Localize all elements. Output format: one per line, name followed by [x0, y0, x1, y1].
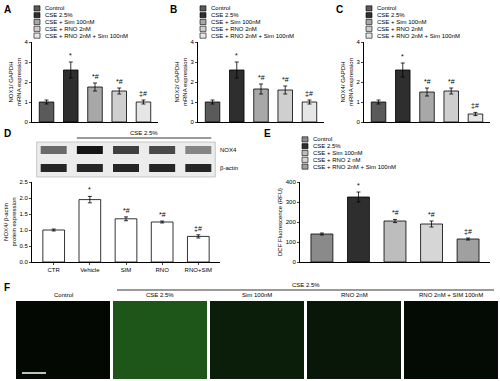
svg-text:3: 3	[356, 59, 360, 65]
svg-text:1: 1	[356, 99, 360, 105]
svg-text:C: C	[336, 4, 343, 15]
svg-text:RNO 2nM + SIM 100nM: RNO 2nM + SIM 100nM	[419, 292, 483, 298]
svg-text:2: 2	[356, 79, 360, 85]
svg-text:NOX4/ GAPDHmRNA expression: NOX4/ GAPDHmRNA expression	[340, 58, 354, 106]
svg-text:Sim 100nM: Sim 100nM	[242, 292, 272, 298]
svg-text:A: A	[4, 4, 11, 15]
svg-text:NOX2/ GAPDHmRNA expression: NOX2/ GAPDHmRNA expression	[174, 58, 188, 106]
svg-text:Control: Control	[377, 5, 396, 11]
svg-text:CSE + RNO 2nM: CSE + RNO 2nM	[45, 26, 91, 32]
svg-text:DCF Fluorescence (RFU): DCF Fluorescence (RFU)	[277, 188, 283, 256]
svg-text:CSE 2.5%: CSE 2.5%	[377, 12, 405, 18]
svg-text:‡#: ‡#	[471, 102, 479, 109]
svg-text:*: *	[235, 52, 238, 59]
svg-text:2.5: 2.5	[19, 179, 28, 185]
svg-text:0: 0	[292, 259, 296, 265]
svg-text:CSE + Sim 100nM: CSE + Sim 100nM	[313, 150, 363, 156]
svg-text:CSE + RNO 2 nM: CSE + RNO 2 nM	[313, 157, 361, 163]
svg-text:300: 300	[286, 199, 297, 205]
svg-text:CSE + RNO 2nM + Sim 100nM: CSE + RNO 2nM + Sim 100nM	[211, 33, 294, 39]
svg-text:1: 1	[190, 99, 194, 105]
svg-text:2.0: 2.0	[19, 195, 28, 201]
svg-text:SIM: SIM	[121, 267, 132, 273]
svg-text:NOX4: NOX4	[220, 147, 237, 153]
svg-text:RNO+SIM: RNO+SIM	[185, 267, 213, 273]
svg-text:Vehicle: Vehicle	[80, 267, 100, 273]
svg-text:*#: *#	[123, 207, 130, 214]
svg-text:‡#: ‡#	[464, 228, 472, 235]
svg-text:4: 4	[356, 39, 360, 45]
svg-text:CSE + Sim 100nM: CSE + Sim 100nM	[377, 19, 427, 25]
svg-text:*#: *#	[116, 78, 123, 85]
svg-text:CTR: CTR	[48, 267, 61, 273]
svg-text:0.0: 0.0	[19, 259, 28, 265]
svg-text:E: E	[264, 128, 271, 139]
svg-text:F: F	[4, 282, 10, 293]
svg-text:0.5: 0.5	[19, 243, 28, 249]
svg-text:CSE 2.5%: CSE 2.5%	[211, 12, 239, 18]
svg-text:CSE 2.5%: CSE 2.5%	[146, 292, 174, 298]
svg-text:*#: *#	[428, 211, 435, 218]
svg-text:CSE 2.5%: CSE 2.5%	[313, 143, 341, 149]
svg-text:CSE + RNO 2nM + Sim 100nM: CSE + RNO 2nM + Sim 100nM	[377, 33, 460, 39]
svg-text:*#: *#	[282, 76, 289, 83]
svg-text:3: 3	[190, 59, 194, 65]
svg-text:2: 2	[190, 79, 194, 85]
svg-text:*: *	[401, 53, 404, 60]
svg-text:B: B	[170, 4, 177, 15]
svg-text:Control: Control	[313, 136, 332, 142]
svg-text:β-actin: β-actin	[220, 165, 238, 171]
svg-text:CSE + RNO 2nM + Sim 100nM: CSE + RNO 2nM + Sim 100nM	[313, 164, 396, 170]
svg-text:‡#: ‡#	[305, 90, 313, 97]
svg-text:200: 200	[286, 219, 297, 225]
svg-text:*#: *#	[424, 78, 431, 85]
svg-text:CSE + Sim 100nM: CSE + Sim 100nM	[45, 19, 95, 25]
svg-text:CSE 2.5%: CSE 2.5%	[292, 282, 320, 288]
svg-text:1: 1	[24, 99, 28, 105]
svg-text:RNO: RNO	[155, 267, 169, 273]
svg-text:CSE + Sim 100nM: CSE + Sim 100nM	[211, 19, 261, 25]
svg-text:NOX4/ β-actinprotein expressio: NOX4/ β-actinprotein expression	[3, 197, 17, 246]
svg-text:4: 4	[190, 39, 194, 45]
svg-text:Control: Control	[54, 292, 73, 298]
svg-text:*#: *#	[92, 73, 99, 80]
svg-text:0: 0	[190, 119, 194, 125]
svg-text:Control: Control	[45, 5, 64, 11]
svg-text:400: 400	[286, 179, 297, 185]
svg-text:*#: *#	[159, 211, 166, 218]
svg-text:*#: *#	[448, 78, 455, 85]
svg-text:CSE + RNO 2nM: CSE + RNO 2nM	[377, 26, 423, 32]
svg-text:Control: Control	[211, 5, 230, 11]
svg-text:CSE 2.5%: CSE 2.5%	[45, 12, 73, 18]
svg-text:*#: *#	[392, 209, 399, 216]
svg-text:0: 0	[24, 119, 28, 125]
svg-text:*: *	[357, 182, 360, 189]
svg-text:*: *	[69, 52, 72, 59]
svg-text:0: 0	[356, 119, 360, 125]
svg-text:CSE + RNO 2nM: CSE + RNO 2nM	[211, 26, 257, 32]
svg-text:1.5: 1.5	[19, 211, 28, 217]
svg-text:CSE + RNO 2nM + Sim 100nM: CSE + RNO 2nM + Sim 100nM	[45, 33, 128, 39]
svg-text:D: D	[4, 128, 11, 139]
svg-text:100: 100	[286, 239, 297, 245]
svg-text:*#: *#	[258, 74, 265, 81]
svg-text:‡#: ‡#	[139, 90, 147, 97]
svg-text:2: 2	[24, 79, 28, 85]
svg-text:3: 3	[24, 59, 28, 65]
svg-text:NOX1/ GAPDHmRNA expression: NOX1/ GAPDHmRNA expression	[8, 58, 22, 106]
svg-text:*: *	[88, 186, 91, 193]
svg-text:CSE 2.5%: CSE 2.5%	[130, 130, 158, 136]
svg-text:RNO 2nM: RNO 2nM	[341, 292, 368, 298]
svg-text:4: 4	[24, 39, 28, 45]
svg-text:1.0: 1.0	[19, 227, 28, 233]
svg-text:‡#: ‡#	[194, 225, 202, 232]
